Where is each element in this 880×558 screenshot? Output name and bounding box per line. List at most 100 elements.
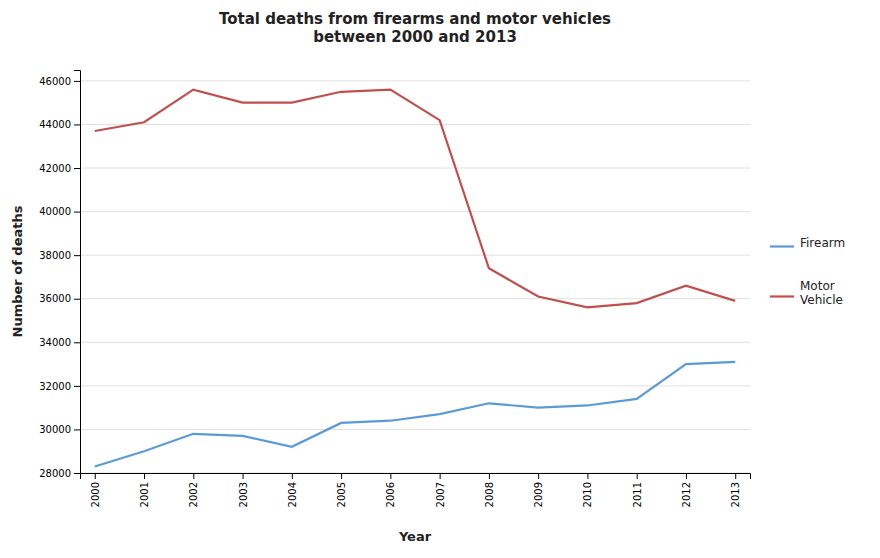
plot: 2000 2001 2002 2003 2004 2005 2006 2007 2008 2009… xyxy=(39,71,750,508)
y-tick-label: 32000 xyxy=(39,381,71,392)
x-tick-label: 2000 xyxy=(90,482,101,507)
legend: Firearm MotorVehicle xyxy=(770,236,845,307)
x-tick-mark xyxy=(292,473,293,479)
legend-item: MotorVehicle xyxy=(770,279,843,307)
y-tick-label: 46000 xyxy=(39,76,71,87)
y-tick: 44000 xyxy=(39,119,80,130)
x-tick: 2003 xyxy=(238,473,249,507)
legend-swatch xyxy=(770,295,794,297)
x-tick-label: 2013 xyxy=(730,482,741,507)
x-tick-mark xyxy=(538,473,539,479)
x-tick: 2005 xyxy=(336,473,347,507)
x-tick-mark xyxy=(243,473,244,479)
x-tick-mark xyxy=(440,473,441,479)
x-tick: 2004 xyxy=(287,473,298,507)
y-tick-label: 34000 xyxy=(39,337,71,348)
y-tick: 40000 xyxy=(39,206,80,217)
lines xyxy=(95,90,735,467)
grid-line xyxy=(80,80,750,81)
x-tick-mark xyxy=(144,473,145,479)
grid xyxy=(80,81,750,473)
y-tick-label: 28000 xyxy=(39,468,71,479)
x-tick: 2006 xyxy=(385,473,396,507)
y-tick-mark xyxy=(74,255,80,256)
x-tick-label: 2003 xyxy=(238,482,249,507)
x-tick-label: 2002 xyxy=(188,482,199,507)
x-tick: 2012 xyxy=(681,473,692,507)
y-tick-mark xyxy=(74,168,80,169)
x-tick: 2011 xyxy=(632,473,643,507)
y-axis: 28000 30000 32000 34000 36000 38000 40000 42000… xyxy=(39,71,80,479)
x-axis-title: Year xyxy=(398,529,432,544)
x-tick: 2008 xyxy=(484,473,495,507)
y-tick-label: 40000 xyxy=(39,206,71,217)
y-tick-mark xyxy=(74,473,80,474)
x-tick-mark xyxy=(390,473,391,479)
grid-line xyxy=(80,429,750,430)
y-tick: 42000 xyxy=(39,163,80,174)
x-tick: 2002 xyxy=(188,473,199,507)
series-line xyxy=(95,362,735,467)
x-tick-mark xyxy=(95,473,96,479)
x-tick-label: 2012 xyxy=(681,482,692,507)
y-tick-mark xyxy=(74,299,80,300)
x-axis-line xyxy=(81,474,751,480)
x-tick-label: 2008 xyxy=(484,482,495,507)
x-tick: 2007 xyxy=(435,473,446,507)
x-tick: 2010 xyxy=(582,473,593,507)
grid-line xyxy=(80,211,750,212)
x-tick-mark xyxy=(637,473,638,479)
y-tick-mark xyxy=(74,81,80,82)
x-tick-label: 2004 xyxy=(287,482,298,507)
y-tick: 30000 xyxy=(39,424,80,435)
y-tick-mark xyxy=(74,212,80,213)
series-line xyxy=(95,90,735,308)
legend-item: Firearm xyxy=(770,236,845,250)
y-tick: 38000 xyxy=(39,250,80,261)
x-tick-label: 2011 xyxy=(632,482,643,507)
x-tick-label: 2005 xyxy=(336,482,347,507)
legend-label: MotorVehicle xyxy=(800,279,843,307)
grid-line xyxy=(80,168,750,169)
y-tick-label: 42000 xyxy=(39,163,71,174)
legend-swatch xyxy=(770,245,794,247)
x-tick-mark xyxy=(735,473,736,479)
y-tick-label: 36000 xyxy=(39,293,71,304)
y-tick: 34000 xyxy=(39,337,80,348)
x-tick-label: 2010 xyxy=(582,482,593,507)
x-tick: 2013 xyxy=(730,473,741,507)
y-tick-label: 44000 xyxy=(39,119,71,130)
y-tick-label: 38000 xyxy=(39,250,71,261)
title: Total deaths from firearms and motor veh… xyxy=(219,10,611,46)
x-tick: 2001 xyxy=(139,473,150,507)
x-tick-mark xyxy=(587,473,588,479)
x-tick-label: 2009 xyxy=(533,482,544,507)
x-tick: 2000 xyxy=(90,473,101,507)
y-tick-mark xyxy=(74,124,80,125)
y-tick-mark xyxy=(74,429,80,430)
x-tick-label: 2001 xyxy=(139,482,150,507)
x-tick-mark xyxy=(686,473,687,479)
grid-line xyxy=(80,342,750,343)
y-tick: 32000 xyxy=(39,381,80,392)
grid-line xyxy=(80,124,750,125)
y-tick: 46000 xyxy=(39,76,80,87)
x-axis: 2000 2001 2002 2003 2004 2005 2006 2007 2008 2009… xyxy=(81,473,751,507)
x-tick-mark xyxy=(341,473,342,479)
y-tick: 36000 xyxy=(39,293,80,304)
legend-label: Firearm xyxy=(800,236,845,250)
x-tick-label: 2007 xyxy=(435,482,446,507)
y-tick: 28000 xyxy=(39,468,80,479)
y-tick-mark xyxy=(74,342,80,343)
x-tick: 2009 xyxy=(533,473,544,507)
grid-line xyxy=(80,385,750,386)
y-axis-title: Number of deaths xyxy=(10,205,25,337)
y-tick-label: 30000 xyxy=(39,424,71,435)
x-tick-mark xyxy=(489,473,490,479)
x-tick-mark xyxy=(193,473,194,479)
chart: 2000 2001 2002 2003 2004 2005 2006 2007 2008 2009… xyxy=(0,0,880,558)
y-tick-mark xyxy=(74,386,80,387)
x-tick-label: 2006 xyxy=(385,482,396,507)
y-axis-line xyxy=(74,71,81,474)
grid-line xyxy=(80,255,750,256)
